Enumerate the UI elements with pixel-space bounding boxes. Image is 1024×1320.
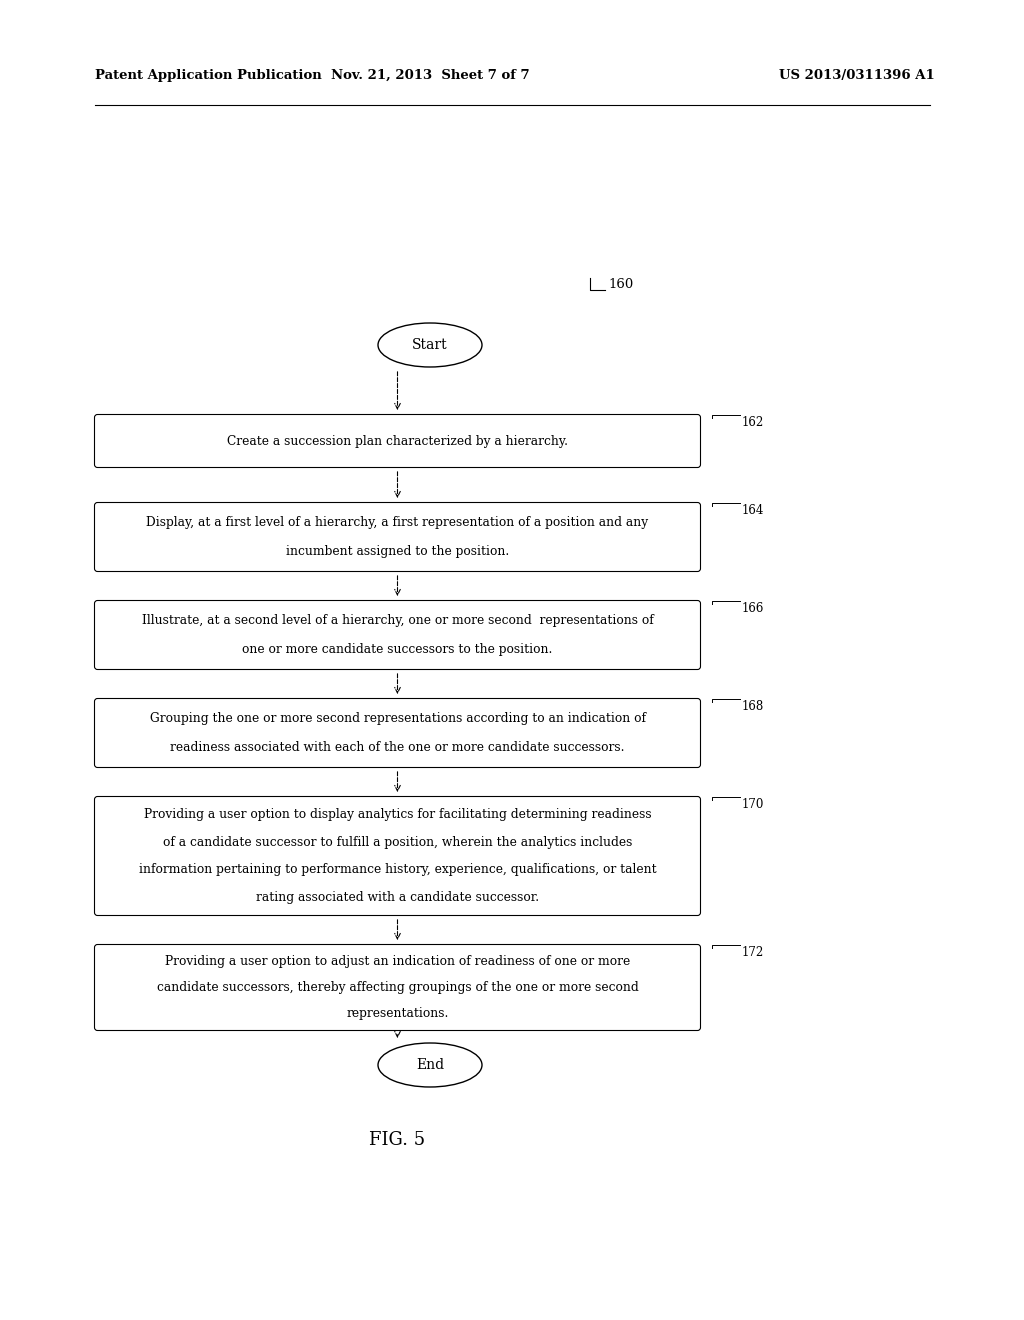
Text: representations.: representations. (346, 1007, 449, 1020)
Text: 160: 160 (608, 279, 633, 292)
Text: readiness associated with each of the one or more candidate successors.: readiness associated with each of the on… (170, 742, 625, 754)
Text: Start: Start (413, 338, 447, 352)
Text: 162: 162 (742, 416, 764, 429)
Text: Providing a user option to adjust an indication of readiness of one or more: Providing a user option to adjust an ind… (165, 956, 630, 969)
FancyBboxPatch shape (94, 503, 700, 572)
Text: one or more candidate successors to the position.: one or more candidate successors to the … (243, 643, 553, 656)
Text: Grouping the one or more second representations according to an indication of: Grouping the one or more second represen… (150, 711, 645, 725)
Text: Providing a user option to display analytics for facilitating determining readin: Providing a user option to display analy… (143, 808, 651, 821)
Text: information pertaining to performance history, experience, qualifications, or ta: information pertaining to performance hi… (138, 863, 656, 876)
Text: Display, at a first level of a hierarchy, a first representation of a position a: Display, at a first level of a hierarchy… (146, 516, 648, 529)
Text: Illustrate, at a second level of a hierarchy, one or more second  representation: Illustrate, at a second level of a hiera… (141, 614, 653, 627)
Text: Create a succession plan characterized by a hierarchy.: Create a succession plan characterized b… (227, 434, 568, 447)
FancyBboxPatch shape (94, 698, 700, 767)
Text: 164: 164 (742, 504, 764, 517)
Text: Patent Application Publication: Patent Application Publication (95, 69, 322, 82)
Text: End: End (416, 1059, 444, 1072)
FancyBboxPatch shape (94, 414, 700, 467)
Text: US 2013/0311396 A1: US 2013/0311396 A1 (779, 69, 935, 82)
FancyBboxPatch shape (94, 796, 700, 916)
Text: 168: 168 (742, 700, 764, 713)
Text: FIG. 5: FIG. 5 (370, 1131, 426, 1148)
Text: 166: 166 (742, 602, 764, 615)
FancyBboxPatch shape (94, 601, 700, 669)
Text: incumbent assigned to the position.: incumbent assigned to the position. (286, 545, 509, 558)
Text: of a candidate successor to fulfill a position, wherein the analytics includes: of a candidate successor to fulfill a po… (163, 836, 632, 849)
Text: Nov. 21, 2013  Sheet 7 of 7: Nov. 21, 2013 Sheet 7 of 7 (331, 69, 529, 82)
Text: 172: 172 (742, 946, 764, 960)
FancyBboxPatch shape (94, 945, 700, 1031)
Ellipse shape (378, 1043, 482, 1086)
Text: 170: 170 (742, 799, 764, 810)
Text: candidate successors, thereby affecting groupings of the one or more second: candidate successors, thereby affecting … (157, 981, 638, 994)
Ellipse shape (378, 323, 482, 367)
Text: rating associated with a candidate successor.: rating associated with a candidate succe… (256, 891, 539, 904)
